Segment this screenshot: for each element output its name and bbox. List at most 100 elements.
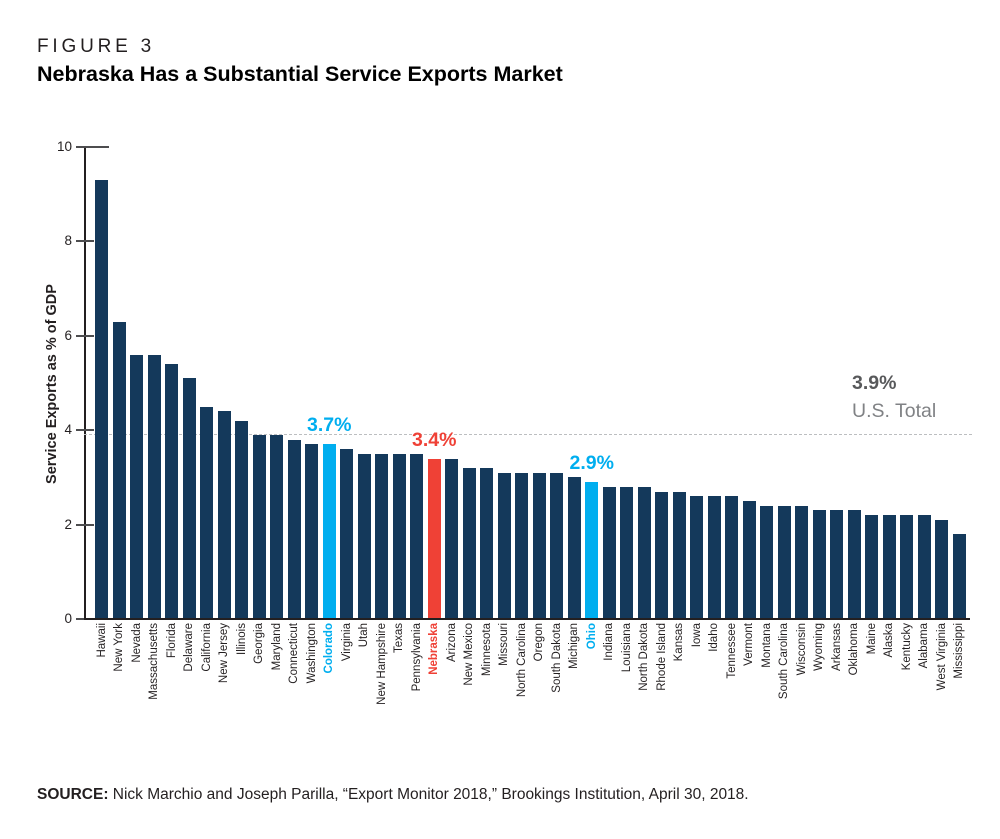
x-label-missouri: Missouri	[498, 623, 511, 666]
bar-maryland	[270, 434, 284, 619]
x-label-louisiana: Louisiana	[620, 623, 633, 673]
x-label-montana: Montana	[760, 623, 773, 668]
bar-cell-colorado: 3.7%	[307, 147, 351, 619]
bar-cell-north-carolina	[513, 147, 531, 619]
x-label-massachusetts: Massachusetts	[148, 623, 161, 700]
bar-utah	[357, 453, 371, 619]
x-label-north-dakota: North Dakota	[638, 623, 651, 691]
x-label-new-hampshire: New Hampshire	[375, 623, 388, 705]
x-label-illinois: Illinois	[235, 623, 248, 655]
x-label-south-carolina: South Carolina	[778, 623, 791, 700]
source-prefix: SOURCE:	[37, 786, 109, 803]
y-tick-label: 10	[56, 139, 72, 154]
bar-minnesota	[480, 468, 494, 619]
x-label-cell: Virginia	[338, 623, 356, 748]
bar-vermont	[742, 501, 756, 619]
bar-cell-iowa	[688, 147, 706, 619]
bar-cell-new-hampshire	[373, 147, 391, 619]
x-label-minnesota: Minnesota	[480, 623, 493, 677]
x-label-michigan: Michigan	[568, 623, 581, 670]
y-tick	[76, 240, 94, 243]
y-axis-line	[84, 147, 86, 619]
x-label-cell: New York	[111, 623, 129, 748]
bar-cell-wyoming	[811, 147, 829, 619]
bar-cell-maine	[863, 147, 881, 619]
bar-cell-georgia	[251, 147, 269, 619]
x-label-cell: Texas	[391, 623, 409, 748]
figure-label: FIGURE 3	[37, 36, 156, 57]
bar-cell-wisconsin	[793, 147, 811, 619]
x-label-cell: Wisconsin	[793, 623, 811, 748]
bar-missouri	[497, 472, 511, 619]
source-text: Nick Marchio and Joseph Parilla, “Export…	[108, 786, 749, 803]
bar-massachusetts	[147, 354, 161, 619]
x-label-cell: Maine	[863, 623, 881, 748]
bar-cell-tennessee	[723, 147, 741, 619]
bar-hawaii	[95, 180, 109, 619]
x-label-cell: Indiana	[601, 623, 619, 748]
bar-cell-hawaii	[93, 147, 111, 619]
x-label-west-virginia: West Virginia	[935, 623, 948, 691]
bar-cell-utah	[356, 147, 374, 619]
x-label-cell: Louisiana	[618, 623, 636, 748]
x-label-wisconsin: Wisconsin	[795, 623, 808, 676]
bar-michigan	[567, 477, 581, 619]
x-label-north-carolina: North Carolina	[515, 623, 528, 698]
bar-cell-mississippi	[951, 147, 969, 619]
x-axis-line	[84, 618, 970, 620]
x-label-mississippi: Mississippi	[953, 623, 966, 679]
bar-cell-nebraska: 3.4%	[412, 147, 456, 619]
x-label-rhode-island: Rhode Island	[655, 623, 668, 691]
y-tick-label: 4	[64, 422, 72, 438]
x-label-cell: Alaska	[881, 623, 899, 748]
x-label-nevada: Nevada	[130, 623, 143, 663]
x-label-cell: Michigan	[566, 623, 584, 748]
x-label-cell: Kansas	[671, 623, 689, 748]
bar-tennessee	[725, 496, 739, 619]
x-label-cell: Oregon	[531, 623, 549, 748]
bar-texas	[392, 453, 406, 619]
bar-rhode-island	[655, 491, 669, 619]
y-tick	[76, 146, 109, 148]
x-label-cell: Washington	[303, 623, 321, 748]
x-label-cell: Minnesota	[478, 623, 496, 748]
x-label-cell: Maryland	[268, 623, 286, 748]
x-label-cell: New Jersey	[216, 623, 234, 748]
bar-new-mexico	[462, 468, 476, 619]
x-label-cell: South Dakota	[548, 623, 566, 748]
x-label-new-jersey: New Jersey	[218, 623, 231, 684]
annotation-ohio: 2.9%	[569, 452, 614, 475]
x-label-cell: Nebraska	[426, 623, 444, 748]
x-label-arizona: Arizona	[445, 623, 458, 662]
bar-cell-vermont	[741, 147, 759, 619]
bar-montana	[760, 505, 774, 619]
x-label-cell: Vermont	[741, 623, 759, 748]
us-total-value: 3.9%	[852, 372, 897, 394]
bar-wyoming	[812, 510, 826, 619]
y-tick-label: 8	[64, 233, 72, 249]
x-label-cell: California	[198, 623, 216, 748]
bar-colorado	[322, 444, 336, 619]
bar-pennsylvania	[410, 453, 424, 619]
bar-south-carolina	[777, 505, 791, 619]
bar-cell-minnesota	[478, 147, 496, 619]
bar-nevada	[130, 354, 144, 619]
bar-wisconsin	[795, 505, 809, 619]
y-axis-title: Service Exports as % of GDP	[44, 284, 60, 484]
x-label-utah: Utah	[358, 623, 371, 648]
x-label-new-mexico: New Mexico	[463, 623, 476, 686]
bar-georgia	[252, 434, 266, 619]
bar-idaho	[707, 496, 721, 619]
bar-washington	[305, 444, 319, 619]
x-label-idaho: Idaho	[708, 623, 721, 652]
x-label-cell: Georgia	[251, 623, 269, 748]
bar-cell-missouri	[496, 147, 514, 619]
x-label-cell: Utah	[356, 623, 374, 748]
x-label-cell: Mississippi	[951, 623, 969, 748]
x-label-florida: Florida	[165, 623, 178, 659]
us-total-text: U.S. Total	[852, 400, 937, 422]
bar-cell-pennsylvania	[408, 147, 426, 619]
x-label-connecticut: Connecticut	[288, 623, 301, 684]
bar-series: 3.7% 3.4% 2.9%	[93, 147, 968, 619]
